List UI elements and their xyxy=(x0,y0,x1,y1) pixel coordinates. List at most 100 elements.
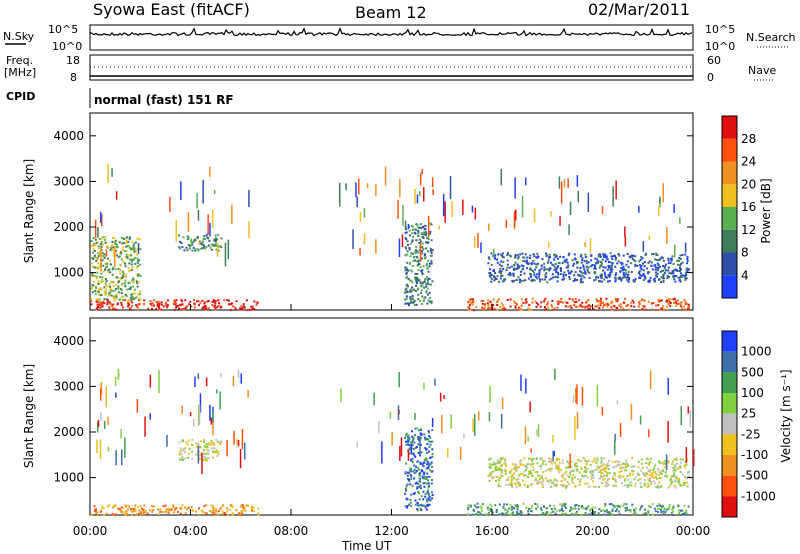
scatter-cell-4-364 xyxy=(554,462,557,465)
scatter-cell-4-140 xyxy=(551,308,554,311)
scatter-cell-1-314 xyxy=(126,256,129,259)
scatter-cell-0-58 xyxy=(186,305,189,308)
scatter-cell-5-603 xyxy=(646,272,649,275)
scatter-cell-3-268 xyxy=(589,508,592,510)
scatter-cell-1-45 xyxy=(90,297,93,300)
scatter-cell-5-204 xyxy=(581,281,584,284)
scatter-cell-1-88 xyxy=(195,442,198,445)
y-tick-label-3: 4000 xyxy=(53,129,84,143)
scatter-cell-0-26 xyxy=(175,299,178,302)
scatter-cell-3-139 xyxy=(407,302,410,305)
scatter-cell-2-135 xyxy=(413,492,416,495)
scatter-cell-1-120 xyxy=(97,293,100,296)
scatter-streak-9 xyxy=(488,412,491,422)
scatter-cell-3-236 xyxy=(406,240,409,243)
scatter-cell-4-603 xyxy=(654,464,657,467)
scatter-cell-4-258 xyxy=(475,306,478,309)
scatter-cell-3-83 xyxy=(664,511,667,514)
scatter-cell-5-507 xyxy=(681,274,684,277)
scatter-cell-3-64 xyxy=(634,507,637,510)
scatter-cell-1-237 xyxy=(104,284,107,287)
scatter-cell-4-551 xyxy=(561,480,563,482)
scatter-cell-4-221 xyxy=(658,486,661,489)
scatter-cell-0-170 xyxy=(173,299,176,302)
scatter-cell-3-145 xyxy=(600,509,603,512)
scatter-cell-2-42 xyxy=(218,245,221,248)
scatter-cell-4-256 xyxy=(528,304,531,307)
scatter-cell-5-544 xyxy=(583,272,586,274)
scatter-cell-4-362 xyxy=(587,459,590,462)
scatter-cell-3-95 xyxy=(404,266,407,269)
scatter-cell-1-262 xyxy=(137,281,140,284)
scatter-cell-1-188 xyxy=(105,288,108,291)
scatter-cell-5-366 xyxy=(662,274,665,276)
scatter-cell-4-220 xyxy=(488,458,491,461)
scatter-streak-76 xyxy=(356,196,358,208)
scatter-cell-4-622 xyxy=(585,471,588,474)
scatter-cell-4-452 xyxy=(654,482,657,485)
scatter-cell-4-426 xyxy=(570,460,573,463)
scatter-cell-1-126 xyxy=(105,298,108,301)
scatter-cell-0-119 xyxy=(142,513,145,516)
scatter-cell-3-170 xyxy=(519,510,522,513)
scatter-cell-5-556 xyxy=(669,257,672,260)
scatter-cell-0-64 xyxy=(155,301,158,303)
scatter-cell-5-243 xyxy=(622,265,625,268)
scatter-cell-5-103 xyxy=(642,262,644,265)
scatter-cell-1-33 xyxy=(216,455,219,458)
scatter-cell-4-87 xyxy=(600,461,603,464)
scatter-cell-4-479 xyxy=(580,466,583,469)
scatter-cell-4-574 xyxy=(669,479,672,482)
scatter-cell-5-26 xyxy=(493,256,496,259)
scatter-cell-4-550 xyxy=(639,482,642,485)
scatter-cell-5-370 xyxy=(652,253,655,255)
scatter-cell-0-57 xyxy=(167,510,170,513)
scatter-cell-4-488 xyxy=(495,479,497,482)
scatter-cell-4-23 xyxy=(591,460,594,463)
scatter-streak-139 xyxy=(366,183,369,189)
scatter-cell-1-147 xyxy=(113,289,116,292)
scatter-cell-2-28 xyxy=(429,440,432,443)
scatter-cell-3-276 xyxy=(580,513,583,516)
scatter-cell-3-188 xyxy=(415,249,417,252)
scatter-streak-50 xyxy=(399,179,401,198)
scatter-cell-3-67 xyxy=(426,287,429,290)
scatter-streak-52 xyxy=(568,224,570,236)
scatter-cell-2-213 xyxy=(429,436,432,439)
scatter-cell-5-659 xyxy=(490,280,493,283)
scatter-cell-4-385 xyxy=(650,480,653,483)
scatter-cell-3-233 xyxy=(634,512,637,515)
scatter-cell-3-25 xyxy=(424,253,426,256)
scatter-cell-2-170 xyxy=(408,437,411,440)
scatter-cell-5-227 xyxy=(508,266,511,269)
scatter-cell-0-109 xyxy=(131,510,134,513)
scatter-cell-5-613 xyxy=(525,259,528,262)
scatter-streak-90 xyxy=(187,212,190,232)
scatter-cell-5-173 xyxy=(576,266,579,269)
scatter-cell-5-632 xyxy=(565,258,568,261)
scatter-cell-1-19 xyxy=(213,447,216,450)
scatter-cell-2-182 xyxy=(418,477,421,480)
scatter-cell-5-136 xyxy=(609,252,612,255)
scatter-cell-5-572 xyxy=(507,273,510,276)
scatter-streak-21 xyxy=(552,451,554,461)
scatter-cell-5-620 xyxy=(679,280,682,283)
scatter-cell-0-97 xyxy=(178,304,181,307)
scatter-cell-4-415 xyxy=(544,469,547,472)
scatter-streak-80 xyxy=(237,440,240,447)
scatter-cell-1-29 xyxy=(125,242,128,245)
velocity-panel-frame xyxy=(89,317,694,516)
scatter-cell-4-521 xyxy=(662,468,665,471)
scatter-cell-0-135 xyxy=(151,307,154,310)
scatter-cell-1-67 xyxy=(178,458,181,461)
scatter-cell-4-581 xyxy=(515,467,518,470)
scatter-cell-4-277 xyxy=(472,309,475,312)
scatter-cell-0-108 xyxy=(201,509,204,512)
scatter-cell-5-354 xyxy=(515,279,518,281)
scatter-cell-0-150 xyxy=(210,510,213,513)
scatter-cell-4-658 xyxy=(496,459,499,462)
scatter-cell-4-247 xyxy=(499,460,502,463)
scatter-cell-5-580 xyxy=(555,276,558,279)
scatter-cell-4-464 xyxy=(625,462,628,465)
scatter-cell-0-122 xyxy=(90,513,93,516)
